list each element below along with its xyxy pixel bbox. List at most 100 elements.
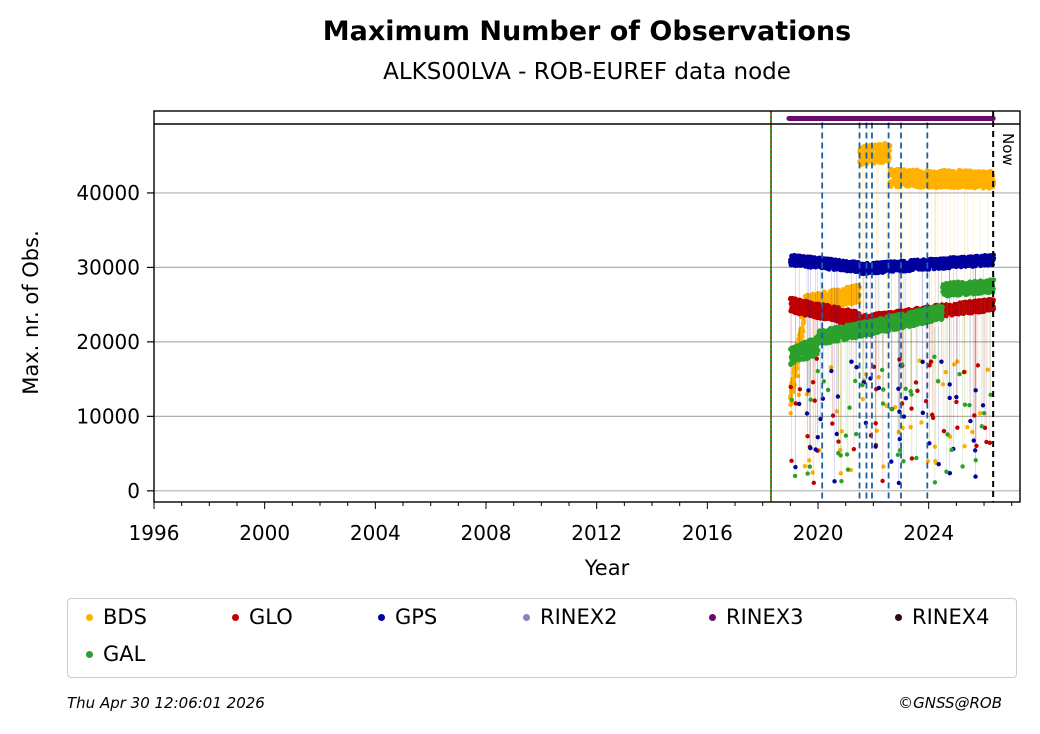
point-glo-outlier	[941, 428, 947, 434]
point-gal-outlier	[957, 371, 962, 377]
point-gal-outlier	[903, 386, 908, 392]
point-glo-outlier	[797, 387, 803, 392]
point-gps-outlier	[796, 401, 802, 407]
x-tick-label: 2024	[903, 521, 954, 545]
point-gps-outlier	[954, 394, 959, 400]
legend-marker-gps	[378, 613, 385, 621]
point-gps-outlier	[920, 410, 926, 416]
point-gal-outlier	[807, 464, 813, 469]
point-bds-outlier	[788, 411, 793, 416]
point-bds-outlier	[985, 367, 991, 372]
point-bds-outlier	[876, 374, 881, 380]
point-gal-outlier	[960, 464, 965, 469]
point-bds-outlier	[932, 444, 938, 449]
point-gal	[939, 316, 945, 322]
point-gps-outlier	[939, 359, 944, 364]
point-gal-outlier	[909, 392, 914, 397]
point-bds-outlier	[802, 463, 808, 469]
point-gal-outlier	[981, 411, 987, 416]
point-glo-outlier	[811, 480, 817, 486]
legend-item-rinex4: RINEX4	[895, 605, 990, 629]
point-gps-outlier	[854, 365, 859, 370]
point-gal-outlier	[967, 402, 972, 408]
point-gps-outlier	[889, 459, 894, 464]
point-gal	[940, 304, 945, 310]
point-gal-outlier	[889, 406, 894, 412]
point-bds-outlier	[896, 429, 901, 435]
point-bds	[800, 329, 806, 335]
point-bds-outlier	[839, 429, 844, 434]
point-gal-outlier	[789, 397, 794, 403]
point-bds-outlier	[807, 458, 812, 463]
point-bds-outlier	[828, 365, 834, 370]
point-glo-outlier	[974, 443, 979, 449]
y-axis-label: Max. nr. of Obs.	[19, 230, 43, 395]
point-gal-outlier	[879, 367, 885, 373]
point-gps-outlier	[873, 444, 878, 449]
point-gps-outlier	[936, 461, 941, 467]
legend-item-gal: GAL	[86, 642, 145, 666]
point-gps-outlier	[972, 448, 978, 453]
legend-label-rinex2: RINEX2	[540, 605, 618, 629]
point-glo-outlier	[913, 380, 919, 385]
point-gal-outlier	[897, 448, 903, 453]
point-bds-outlier	[804, 391, 810, 397]
x-tick-label: 2004	[350, 521, 401, 545]
point-gal-outlier	[792, 473, 798, 479]
point-gal-outlier	[962, 402, 968, 407]
point-bds-outlier	[795, 373, 801, 379]
point-bds	[794, 365, 800, 371]
point-gal-outlier	[935, 379, 941, 384]
point-gal-outlier	[853, 378, 858, 384]
timestamp: Thu Apr 30 12:06:01 2026	[67, 694, 265, 712]
point-bds-outlier	[810, 470, 815, 475]
point-gps-outlier	[832, 479, 837, 484]
point-glo-outlier	[789, 458, 794, 464]
x-tick-label: 2020	[793, 521, 844, 545]
chart-subtitle: ALKS00LVA - ROB-EUREF data node	[383, 59, 791, 85]
y-tick-label: 0	[127, 479, 140, 503]
y-tick-label: 30000	[76, 255, 140, 279]
legend-item-rinex2: RINEX2	[523, 605, 618, 629]
point-gal-outlier	[973, 458, 978, 463]
point-gps-outlier	[876, 385, 882, 391]
point-gps-outlier	[804, 411, 810, 416]
point-gal-outlier	[881, 387, 886, 392]
point-gal-outlier	[895, 452, 901, 458]
point-glo-outlier	[955, 425, 960, 430]
point-gal-outlier	[932, 480, 938, 485]
point-gal-outlier	[932, 354, 937, 360]
point-bds	[801, 318, 807, 324]
chart-legend: BDS GLO GPS RINEX2 RINEX3 RINEX4 GAL	[67, 598, 1017, 678]
point-bds-outlier	[834, 409, 840, 414]
point-bds	[788, 393, 794, 399]
point-bds	[799, 334, 805, 339]
point-glo	[991, 306, 997, 312]
point-gal-outlier	[815, 368, 820, 374]
point-glo-outlier	[909, 406, 914, 411]
now-label: Now	[999, 133, 1017, 166]
point-gal-outlier	[880, 401, 886, 406]
point-bds-outlier	[970, 429, 975, 435]
point-glo	[826, 303, 832, 309]
point-bds-outlier	[951, 362, 957, 367]
point-gal-outlier	[845, 467, 851, 472]
point-gal-outlier	[979, 424, 985, 429]
x-tick-label: 2008	[461, 521, 512, 545]
point-gps-outlier	[815, 434, 820, 440]
point-gal	[815, 348, 821, 353]
legend-marker-bds	[86, 613, 93, 621]
point-bds-outlier	[860, 397, 865, 402]
point-bds-outlier	[977, 411, 983, 416]
point-gal	[939, 310, 945, 316]
chart-title: Maximum Number of Observations	[322, 16, 852, 47]
point-gps-outlier	[793, 464, 798, 470]
point-gal-outlier	[825, 387, 831, 393]
point-gps-outlier	[901, 414, 907, 419]
point-gps-outlier	[968, 418, 973, 424]
x-tick-label: 2000	[239, 521, 290, 545]
point-glo-outlier	[788, 384, 793, 390]
point-gal-outlier	[836, 450, 841, 456]
credit: ©GNSS@ROB	[898, 694, 1002, 712]
